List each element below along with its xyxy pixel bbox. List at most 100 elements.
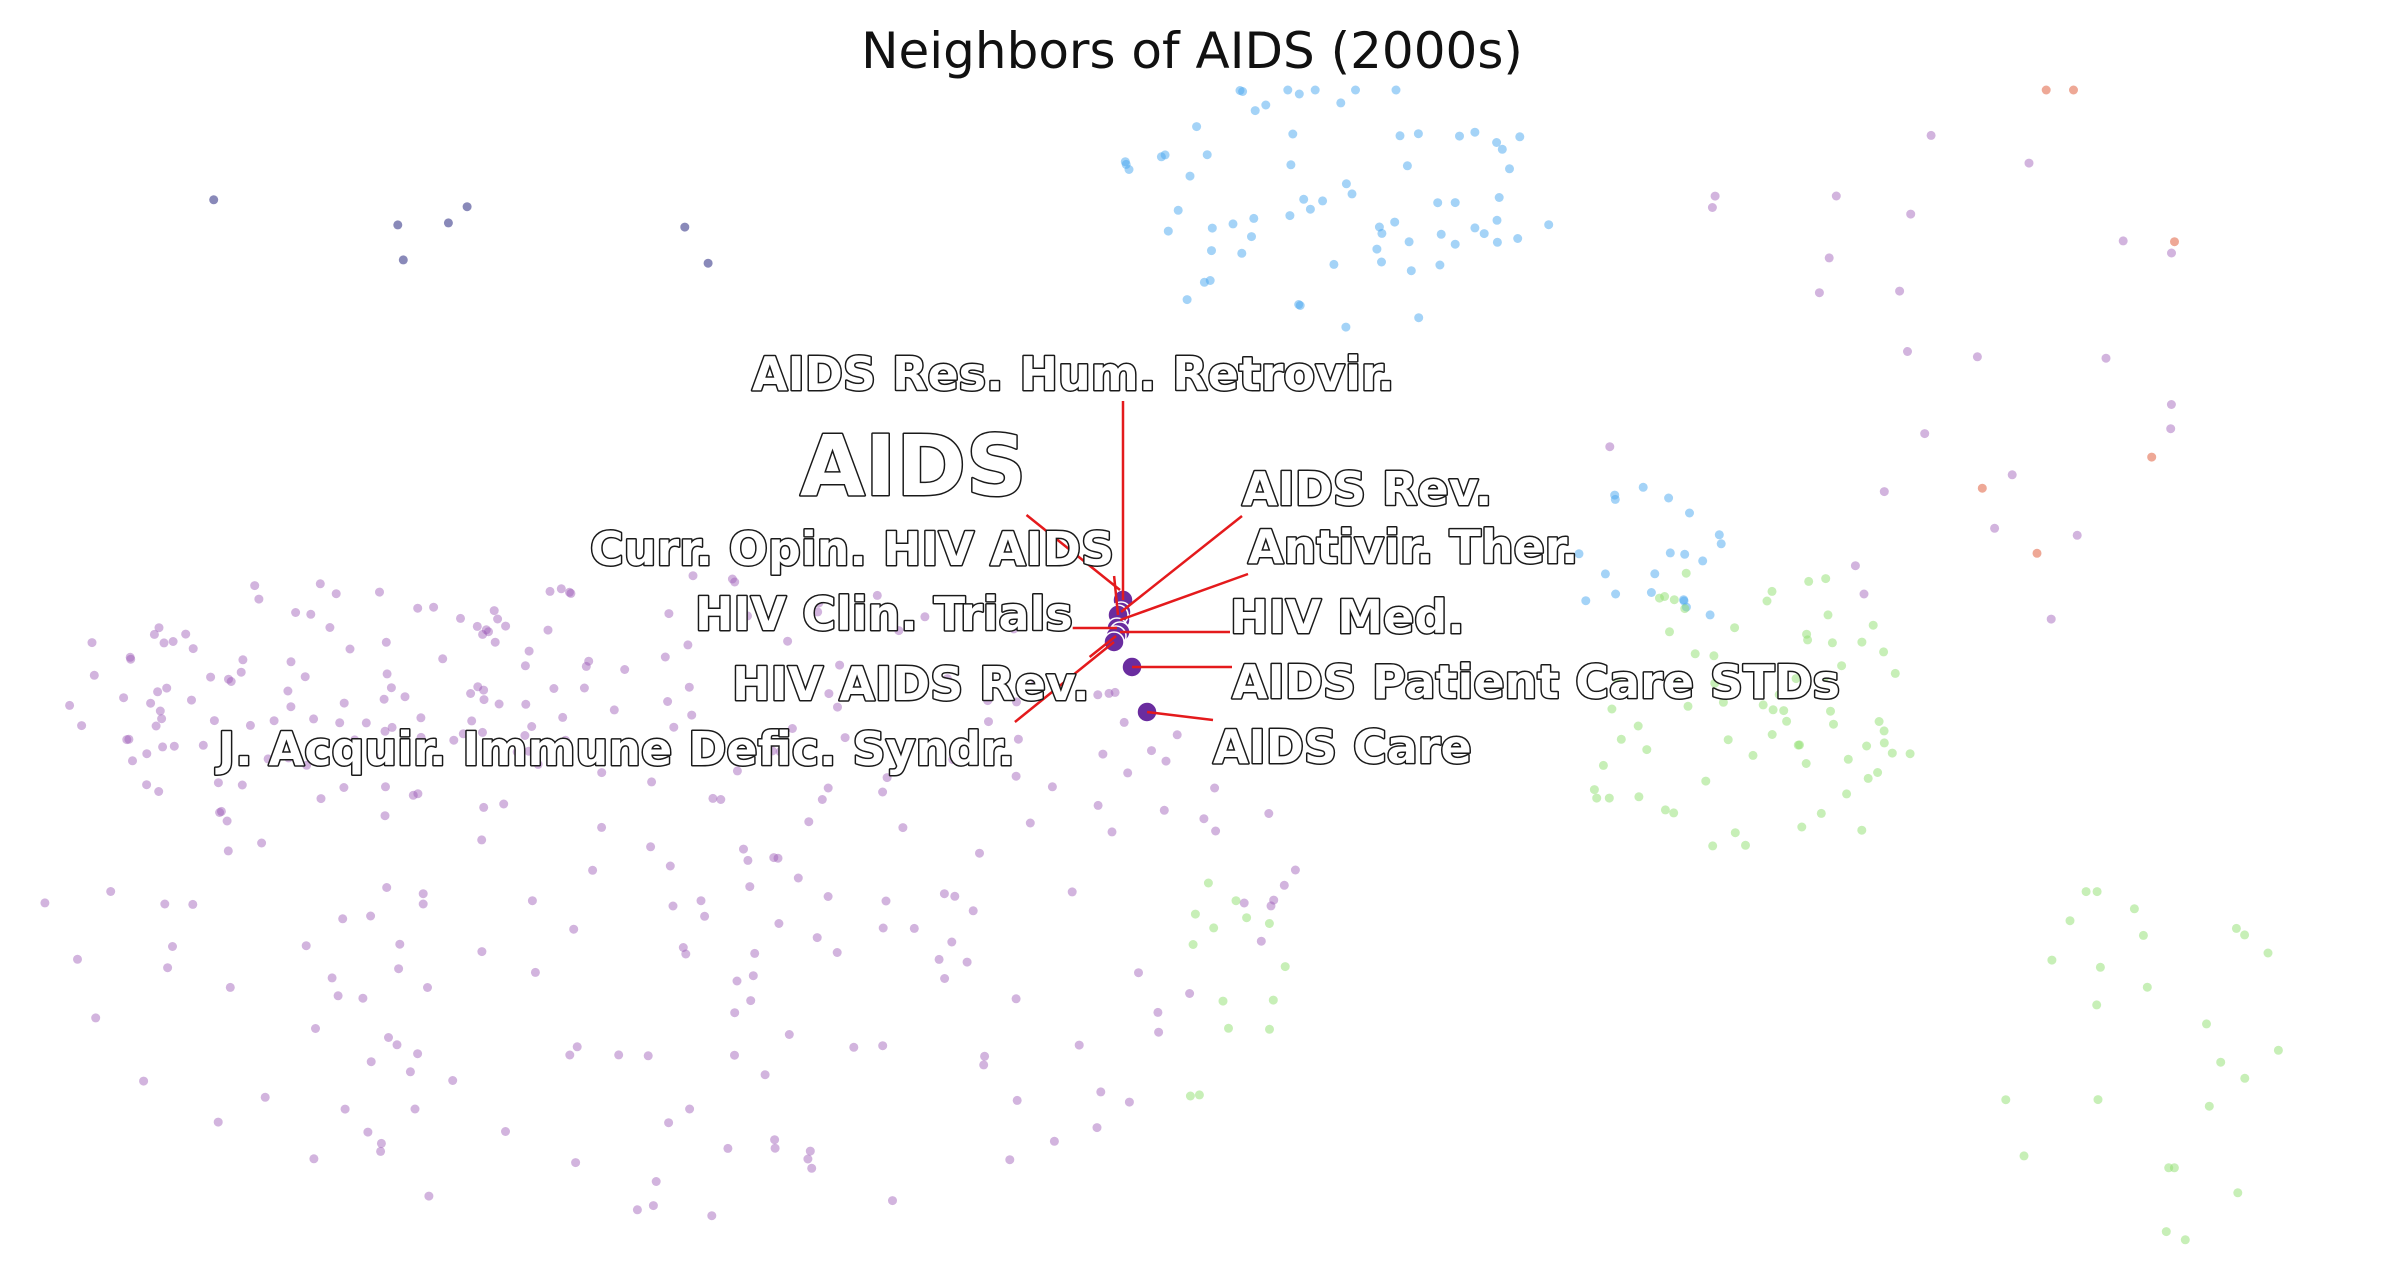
neighbor-label: J. Acquir. Immune Defic. Syndr. bbox=[215, 722, 1015, 776]
background-point bbox=[286, 657, 296, 667]
background-point bbox=[2147, 452, 2157, 462]
background-point bbox=[2007, 470, 2017, 480]
background-point bbox=[1266, 901, 1276, 911]
background-point bbox=[1250, 106, 1260, 116]
background-point bbox=[894, 626, 904, 636]
background-point bbox=[1012, 697, 1021, 707]
background-point bbox=[1005, 1155, 1015, 1165]
background-point bbox=[122, 735, 132, 745]
background-point bbox=[2164, 1163, 2174, 1173]
background-point bbox=[1708, 841, 1718, 851]
background-point bbox=[215, 808, 225, 817]
background-point bbox=[1011, 994, 1021, 1004]
background-point bbox=[1611, 673, 1621, 683]
background-point bbox=[1098, 749, 1108, 759]
background-point bbox=[1121, 159, 1131, 169]
background-point bbox=[1231, 896, 1241, 906]
background-point bbox=[1207, 223, 1217, 233]
background-point bbox=[663, 697, 673, 706]
background-point bbox=[1199, 277, 1209, 287]
background-point bbox=[501, 1127, 510, 1136]
background-point bbox=[769, 853, 779, 863]
background-point bbox=[767, 746, 777, 756]
background-point bbox=[1879, 738, 1889, 748]
background-point bbox=[770, 1135, 780, 1145]
background-point bbox=[392, 1040, 402, 1050]
background-point bbox=[1782, 716, 1792, 726]
background-point bbox=[2101, 353, 2111, 363]
background-point bbox=[300, 672, 310, 682]
background-point bbox=[2046, 614, 2056, 624]
background-point bbox=[750, 948, 760, 958]
background-point bbox=[1009, 624, 1019, 634]
background-point bbox=[1826, 706, 1835, 716]
background-point bbox=[664, 1118, 674, 1128]
background-point bbox=[339, 698, 349, 708]
background-point bbox=[499, 799, 509, 809]
background-point bbox=[1436, 229, 1446, 239]
background-point bbox=[489, 606, 499, 616]
background-point bbox=[609, 705, 619, 715]
background-point bbox=[1905, 749, 1915, 759]
background-point bbox=[878, 787, 888, 797]
background-point bbox=[400, 692, 410, 702]
background-point bbox=[87, 638, 97, 648]
background-point bbox=[408, 790, 418, 800]
background-point bbox=[730, 1008, 740, 1018]
background-point bbox=[77, 721, 87, 731]
background-point bbox=[1218, 996, 1228, 1006]
background-point bbox=[1159, 805, 1169, 815]
background-point bbox=[549, 684, 559, 693]
background-point bbox=[939, 889, 949, 899]
background-point bbox=[1377, 228, 1387, 238]
background-point bbox=[835, 660, 845, 670]
background-point bbox=[477, 835, 487, 845]
background-point bbox=[472, 621, 482, 631]
background-point bbox=[2092, 1000, 2102, 1010]
background-point bbox=[250, 581, 260, 591]
background-point bbox=[898, 823, 908, 833]
background-point bbox=[168, 637, 178, 646]
background-point bbox=[1920, 429, 1930, 439]
background-point bbox=[2072, 530, 2082, 540]
background-point bbox=[787, 724, 797, 733]
background-point bbox=[1598, 760, 1608, 770]
background-point bbox=[1505, 164, 1514, 174]
background-point bbox=[1025, 818, 1035, 828]
background-point bbox=[512, 747, 522, 757]
neighbor-labels: AIDS Res. Hum. Retrovir. AIDS Rev.Antivir… bbox=[214, 346, 1842, 778]
background-point bbox=[920, 612, 930, 622]
background-point bbox=[209, 716, 219, 726]
background-point bbox=[872, 590, 882, 600]
background-point bbox=[1395, 131, 1405, 141]
background-point bbox=[1134, 968, 1143, 978]
background-point bbox=[1680, 549, 1690, 559]
background-point bbox=[1199, 814, 1209, 824]
background-point bbox=[681, 949, 691, 959]
background-point bbox=[520, 661, 530, 671]
background-point bbox=[1741, 840, 1750, 850]
background-point bbox=[572, 1042, 582, 1052]
background-point bbox=[669, 722, 679, 732]
background-point bbox=[1611, 589, 1621, 599]
background-point bbox=[823, 892, 833, 901]
background-point bbox=[1791, 674, 1801, 684]
background-point bbox=[490, 637, 500, 647]
background-point bbox=[527, 896, 537, 906]
background-point bbox=[338, 914, 348, 924]
background-point bbox=[1450, 239, 1460, 249]
background-point bbox=[1669, 595, 1679, 605]
background-point bbox=[306, 609, 316, 619]
background-point bbox=[413, 1049, 423, 1059]
background-point bbox=[524, 746, 534, 756]
background-point bbox=[975, 848, 984, 858]
background-point bbox=[2263, 948, 2273, 958]
background-point bbox=[1207, 246, 1216, 256]
background-point bbox=[2166, 424, 2176, 434]
background-point bbox=[363, 1127, 373, 1137]
background-point bbox=[1269, 895, 1279, 905]
background-point bbox=[126, 654, 136, 664]
background-point bbox=[381, 782, 390, 792]
background-point bbox=[643, 1051, 653, 1061]
